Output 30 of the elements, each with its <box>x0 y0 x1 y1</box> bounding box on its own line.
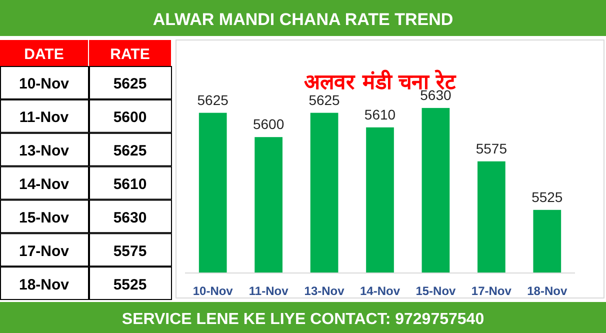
data-label: 5610 <box>364 106 396 122</box>
text: 10-Nov <box>18 76 70 93</box>
text: 14-Nov <box>18 176 70 193</box>
x-tick-label: 11-Nov <box>248 284 289 298</box>
x-tick-label: 10-Nov <box>192 284 234 298</box>
chart-title: ALWAR MANDI CHANA RATE TREND <box>152 10 454 29</box>
text: 17-Nov <box>18 242 70 260</box>
x-tick-label: 15-Nov <box>416 284 456 298</box>
data-label: 5575 <box>476 140 508 156</box>
text: SERVICE LENE KE LIYE CONTACT: 9729757540 <box>122 311 484 328</box>
data-label: 5525 <box>532 188 563 205</box>
x-tick-label: 18-Nov <box>527 284 568 298</box>
text: 5630 <box>113 209 147 226</box>
data-label: 5625 <box>197 92 229 108</box>
text: DATE <box>24 46 64 63</box>
x-tick-label: 14-Nov <box>360 284 400 298</box>
text: 11-Nov <box>19 109 70 126</box>
data-label: 5600 <box>252 116 284 132</box>
text: 13-Nov <box>18 142 70 160</box>
x-tick-label: 13-Nov <box>304 284 345 298</box>
text: 5600 <box>113 109 147 126</box>
text: 15-Nov <box>18 209 70 226</box>
text: 5610 <box>113 176 147 193</box>
text: 5525 <box>113 276 147 294</box>
text: 5625 <box>113 76 147 93</box>
data-label: 5625 <box>308 92 340 108</box>
text: RATE <box>110 46 150 63</box>
text: 5625 <box>113 142 147 160</box>
text: 5575 <box>113 242 147 260</box>
x-tick-label: 17-Nov <box>471 284 512 298</box>
